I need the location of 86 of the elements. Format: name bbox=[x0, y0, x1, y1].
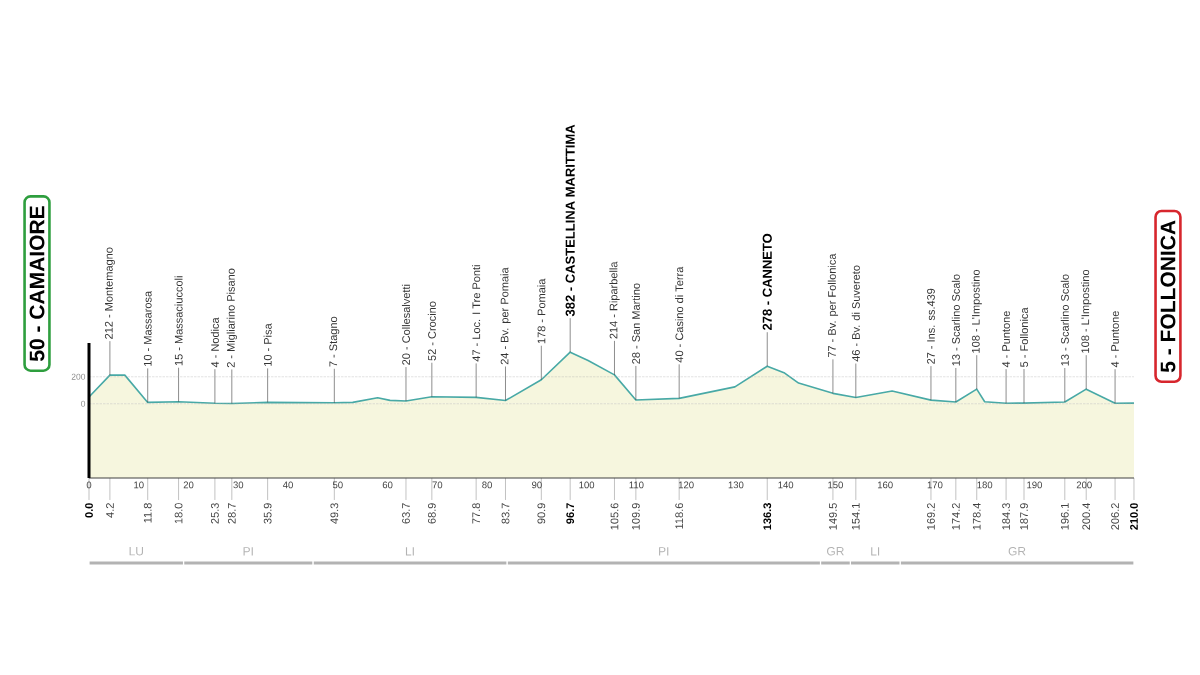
annotation: 4.2 bbox=[106, 503, 114, 518]
x-tick-label: 0 bbox=[86, 481, 92, 489]
annotation: 0.0 bbox=[85, 503, 93, 518]
annotation: 4 - Puntone bbox=[1002, 311, 1010, 368]
x-tick-label: 160 bbox=[877, 481, 893, 489]
x-tick-label: 100 bbox=[579, 481, 595, 489]
annotation: 278 - CANNETO bbox=[762, 233, 772, 331]
annotation: 210.0 bbox=[1130, 503, 1138, 530]
annotation: 83.7 bbox=[501, 503, 510, 524]
series-label: PI bbox=[659, 547, 669, 556]
annotation: 2 - Migliarino Pisano bbox=[226, 268, 237, 368]
annotation: 149.5 bbox=[829, 503, 837, 530]
annotation: 50 - CAMAIORE bbox=[29, 206, 45, 362]
annotation: 24 - Bv. per Pomaia bbox=[500, 267, 511, 365]
annotation: 15 - Massaciuccoli bbox=[174, 276, 183, 366]
annotation: 5 - FOLLONICA bbox=[1160, 220, 1176, 373]
annotation: 178 - Pomaia bbox=[537, 278, 546, 344]
annotation: 5 - Follonica bbox=[1019, 307, 1029, 367]
annotation: 96.7 bbox=[566, 503, 575, 524]
x-tick-label: 140 bbox=[778, 481, 794, 489]
annotation: 77.8 bbox=[472, 503, 481, 524]
annotation: 20 - Collesalvetti bbox=[401, 284, 411, 365]
x-tick-label: 20 bbox=[183, 481, 194, 489]
annotation: 35.9 bbox=[263, 503, 272, 524]
annotation: 68.9 bbox=[427, 503, 436, 524]
annotation: 13 - Scarlino Scalo bbox=[951, 274, 960, 366]
annotation: 4 - Puntone bbox=[1111, 311, 1119, 368]
annotation: 382 - CASTELLINA MARITTIMA bbox=[565, 124, 575, 317]
annotation: 46 - Bv. di Suvereto bbox=[851, 265, 860, 362]
annotation: 214 - Riparbella bbox=[609, 261, 620, 339]
annotation: 47 - Loc. I Tre Ponti bbox=[472, 265, 481, 362]
x-tick-label: 90 bbox=[532, 481, 542, 489]
annotation: 212 - Montemagno bbox=[104, 247, 115, 339]
x-tick-label: 110 bbox=[629, 481, 644, 489]
annotation: 200.4 bbox=[1082, 503, 1091, 530]
annotation: 63.7 bbox=[402, 503, 410, 524]
annotation: 40 - Casino di Terra bbox=[675, 266, 684, 363]
series-label: LU bbox=[129, 547, 144, 556]
x-tick-label: 30 bbox=[233, 481, 244, 489]
x-tick-label: 120 bbox=[678, 481, 694, 489]
series-label: PI bbox=[243, 547, 253, 556]
annotation: 28 - San Martino bbox=[631, 283, 640, 364]
x-tick-label: 180 bbox=[977, 481, 993, 489]
annotation: 11.8 bbox=[143, 503, 152, 523]
annotation: 90.9 bbox=[537, 503, 546, 524]
annotation: 77 - Bv. per Follonica bbox=[827, 253, 839, 358]
annotation: 25.3 bbox=[211, 503, 219, 524]
series-label: LI bbox=[405, 547, 414, 556]
x-tick-label: 40 bbox=[282, 481, 293, 489]
annotation: 109.9 bbox=[631, 503, 640, 530]
annotation: 178.4 bbox=[972, 503, 981, 530]
series-label: GR bbox=[1008, 546, 1026, 556]
x-tick-label: 170 bbox=[927, 481, 943, 489]
annotation: 49.3 bbox=[330, 503, 339, 524]
series-label: GR bbox=[827, 546, 844, 556]
series-label: LI bbox=[871, 547, 880, 556]
annotation: 136.3 bbox=[763, 503, 772, 530]
annotation: 28.7 bbox=[227, 503, 236, 524]
annotation: 52 - Crocino bbox=[427, 301, 436, 361]
annotation: 174.2 bbox=[952, 503, 960, 530]
annotation: 108 - L'Impostino bbox=[1081, 269, 1092, 353]
annotation: 7 - Stagno bbox=[329, 316, 340, 367]
annotation: 4 - Nodica bbox=[210, 317, 219, 368]
x-tick-label: 130 bbox=[728, 481, 744, 489]
annotation: 108 - L'Impostino bbox=[971, 269, 982, 353]
annotation: 196.1 bbox=[1060, 503, 1069, 530]
x-tick-label: 60 bbox=[382, 481, 393, 489]
annotation: 184.3 bbox=[1002, 503, 1010, 530]
annotation: 13 - Scarlino Scalo bbox=[1060, 274, 1069, 366]
annotation: 169.2 bbox=[927, 503, 935, 530]
annotation: 18.0 bbox=[174, 503, 183, 524]
annotation: 10 - Pisa bbox=[263, 323, 272, 366]
x-tick-label: 190 bbox=[1027, 481, 1043, 489]
annotation: 27 - Ins. ss.439 bbox=[927, 288, 935, 364]
annotation: 105.6 bbox=[610, 503, 619, 530]
annotation: 10 - Massarosa bbox=[143, 290, 152, 366]
x-tick-label: 50 bbox=[332, 481, 343, 489]
annotation: 118.6 bbox=[675, 503, 684, 529]
annotation: 206.2 bbox=[1111, 503, 1119, 530]
annotation: 154.1 bbox=[851, 503, 860, 530]
x-tick-label: 70 bbox=[432, 481, 443, 489]
x-tick-label: 10 bbox=[134, 481, 144, 489]
annotation: 187.9 bbox=[1020, 503, 1028, 530]
x-tick-label: 80 bbox=[482, 481, 492, 489]
x-tick-label: 200 bbox=[1076, 481, 1092, 489]
x-tick-label: 150 bbox=[828, 481, 843, 489]
